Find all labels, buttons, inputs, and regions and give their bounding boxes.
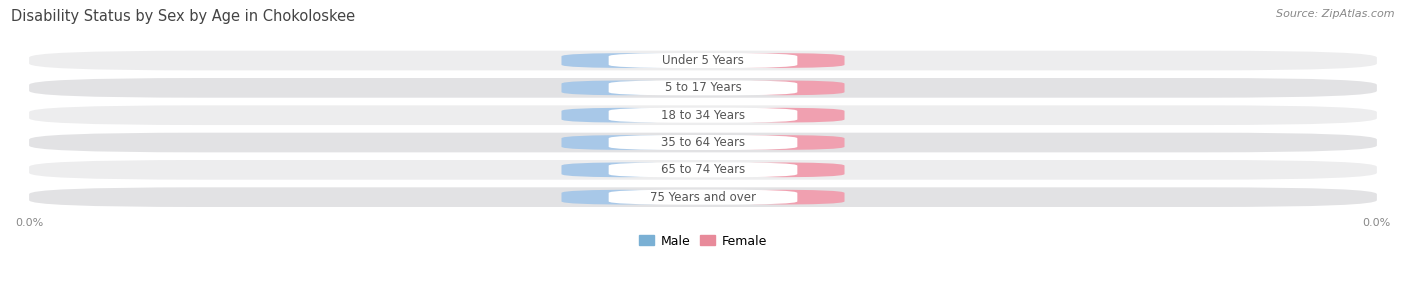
FancyBboxPatch shape: [561, 135, 683, 150]
Text: 5 to 17 Years: 5 to 17 Years: [665, 81, 741, 94]
Text: 0.0%: 0.0%: [769, 83, 799, 93]
FancyBboxPatch shape: [561, 80, 683, 95]
Text: Under 5 Years: Under 5 Years: [662, 54, 744, 67]
FancyBboxPatch shape: [723, 80, 845, 95]
FancyBboxPatch shape: [561, 53, 683, 68]
Text: 0.0%: 0.0%: [769, 165, 799, 175]
FancyBboxPatch shape: [609, 53, 797, 68]
FancyBboxPatch shape: [723, 162, 845, 177]
FancyBboxPatch shape: [723, 108, 845, 123]
FancyBboxPatch shape: [30, 51, 1376, 70]
Text: 0.0%: 0.0%: [607, 192, 637, 202]
Text: 75 Years and over: 75 Years and over: [650, 191, 756, 204]
Text: 0.0%: 0.0%: [769, 56, 799, 66]
FancyBboxPatch shape: [561, 162, 683, 177]
FancyBboxPatch shape: [30, 160, 1376, 180]
FancyBboxPatch shape: [30, 133, 1376, 152]
Text: 18 to 34 Years: 18 to 34 Years: [661, 109, 745, 122]
FancyBboxPatch shape: [723, 190, 845, 205]
Text: 0.0%: 0.0%: [607, 56, 637, 66]
Text: 0.0%: 0.0%: [607, 165, 637, 175]
Text: 65 to 74 Years: 65 to 74 Years: [661, 163, 745, 176]
Text: 0.0%: 0.0%: [769, 192, 799, 202]
FancyBboxPatch shape: [561, 190, 683, 205]
FancyBboxPatch shape: [609, 162, 797, 177]
Text: 0.0%: 0.0%: [769, 138, 799, 148]
FancyBboxPatch shape: [609, 108, 797, 123]
FancyBboxPatch shape: [30, 78, 1376, 98]
Text: Disability Status by Sex by Age in Chokoloskee: Disability Status by Sex by Age in Choko…: [11, 9, 356, 24]
FancyBboxPatch shape: [30, 187, 1376, 207]
Text: 0.0%: 0.0%: [769, 110, 799, 120]
FancyBboxPatch shape: [723, 53, 845, 68]
FancyBboxPatch shape: [561, 108, 683, 123]
FancyBboxPatch shape: [609, 80, 797, 95]
Legend: Male, Female: Male, Female: [634, 230, 772, 253]
Text: 0.0%: 0.0%: [607, 138, 637, 148]
Text: Source: ZipAtlas.com: Source: ZipAtlas.com: [1277, 9, 1395, 19]
Text: 0.0%: 0.0%: [607, 83, 637, 93]
FancyBboxPatch shape: [30, 105, 1376, 125]
Text: 35 to 64 Years: 35 to 64 Years: [661, 136, 745, 149]
FancyBboxPatch shape: [609, 135, 797, 150]
FancyBboxPatch shape: [723, 135, 845, 150]
FancyBboxPatch shape: [609, 190, 797, 205]
Text: 0.0%: 0.0%: [607, 110, 637, 120]
